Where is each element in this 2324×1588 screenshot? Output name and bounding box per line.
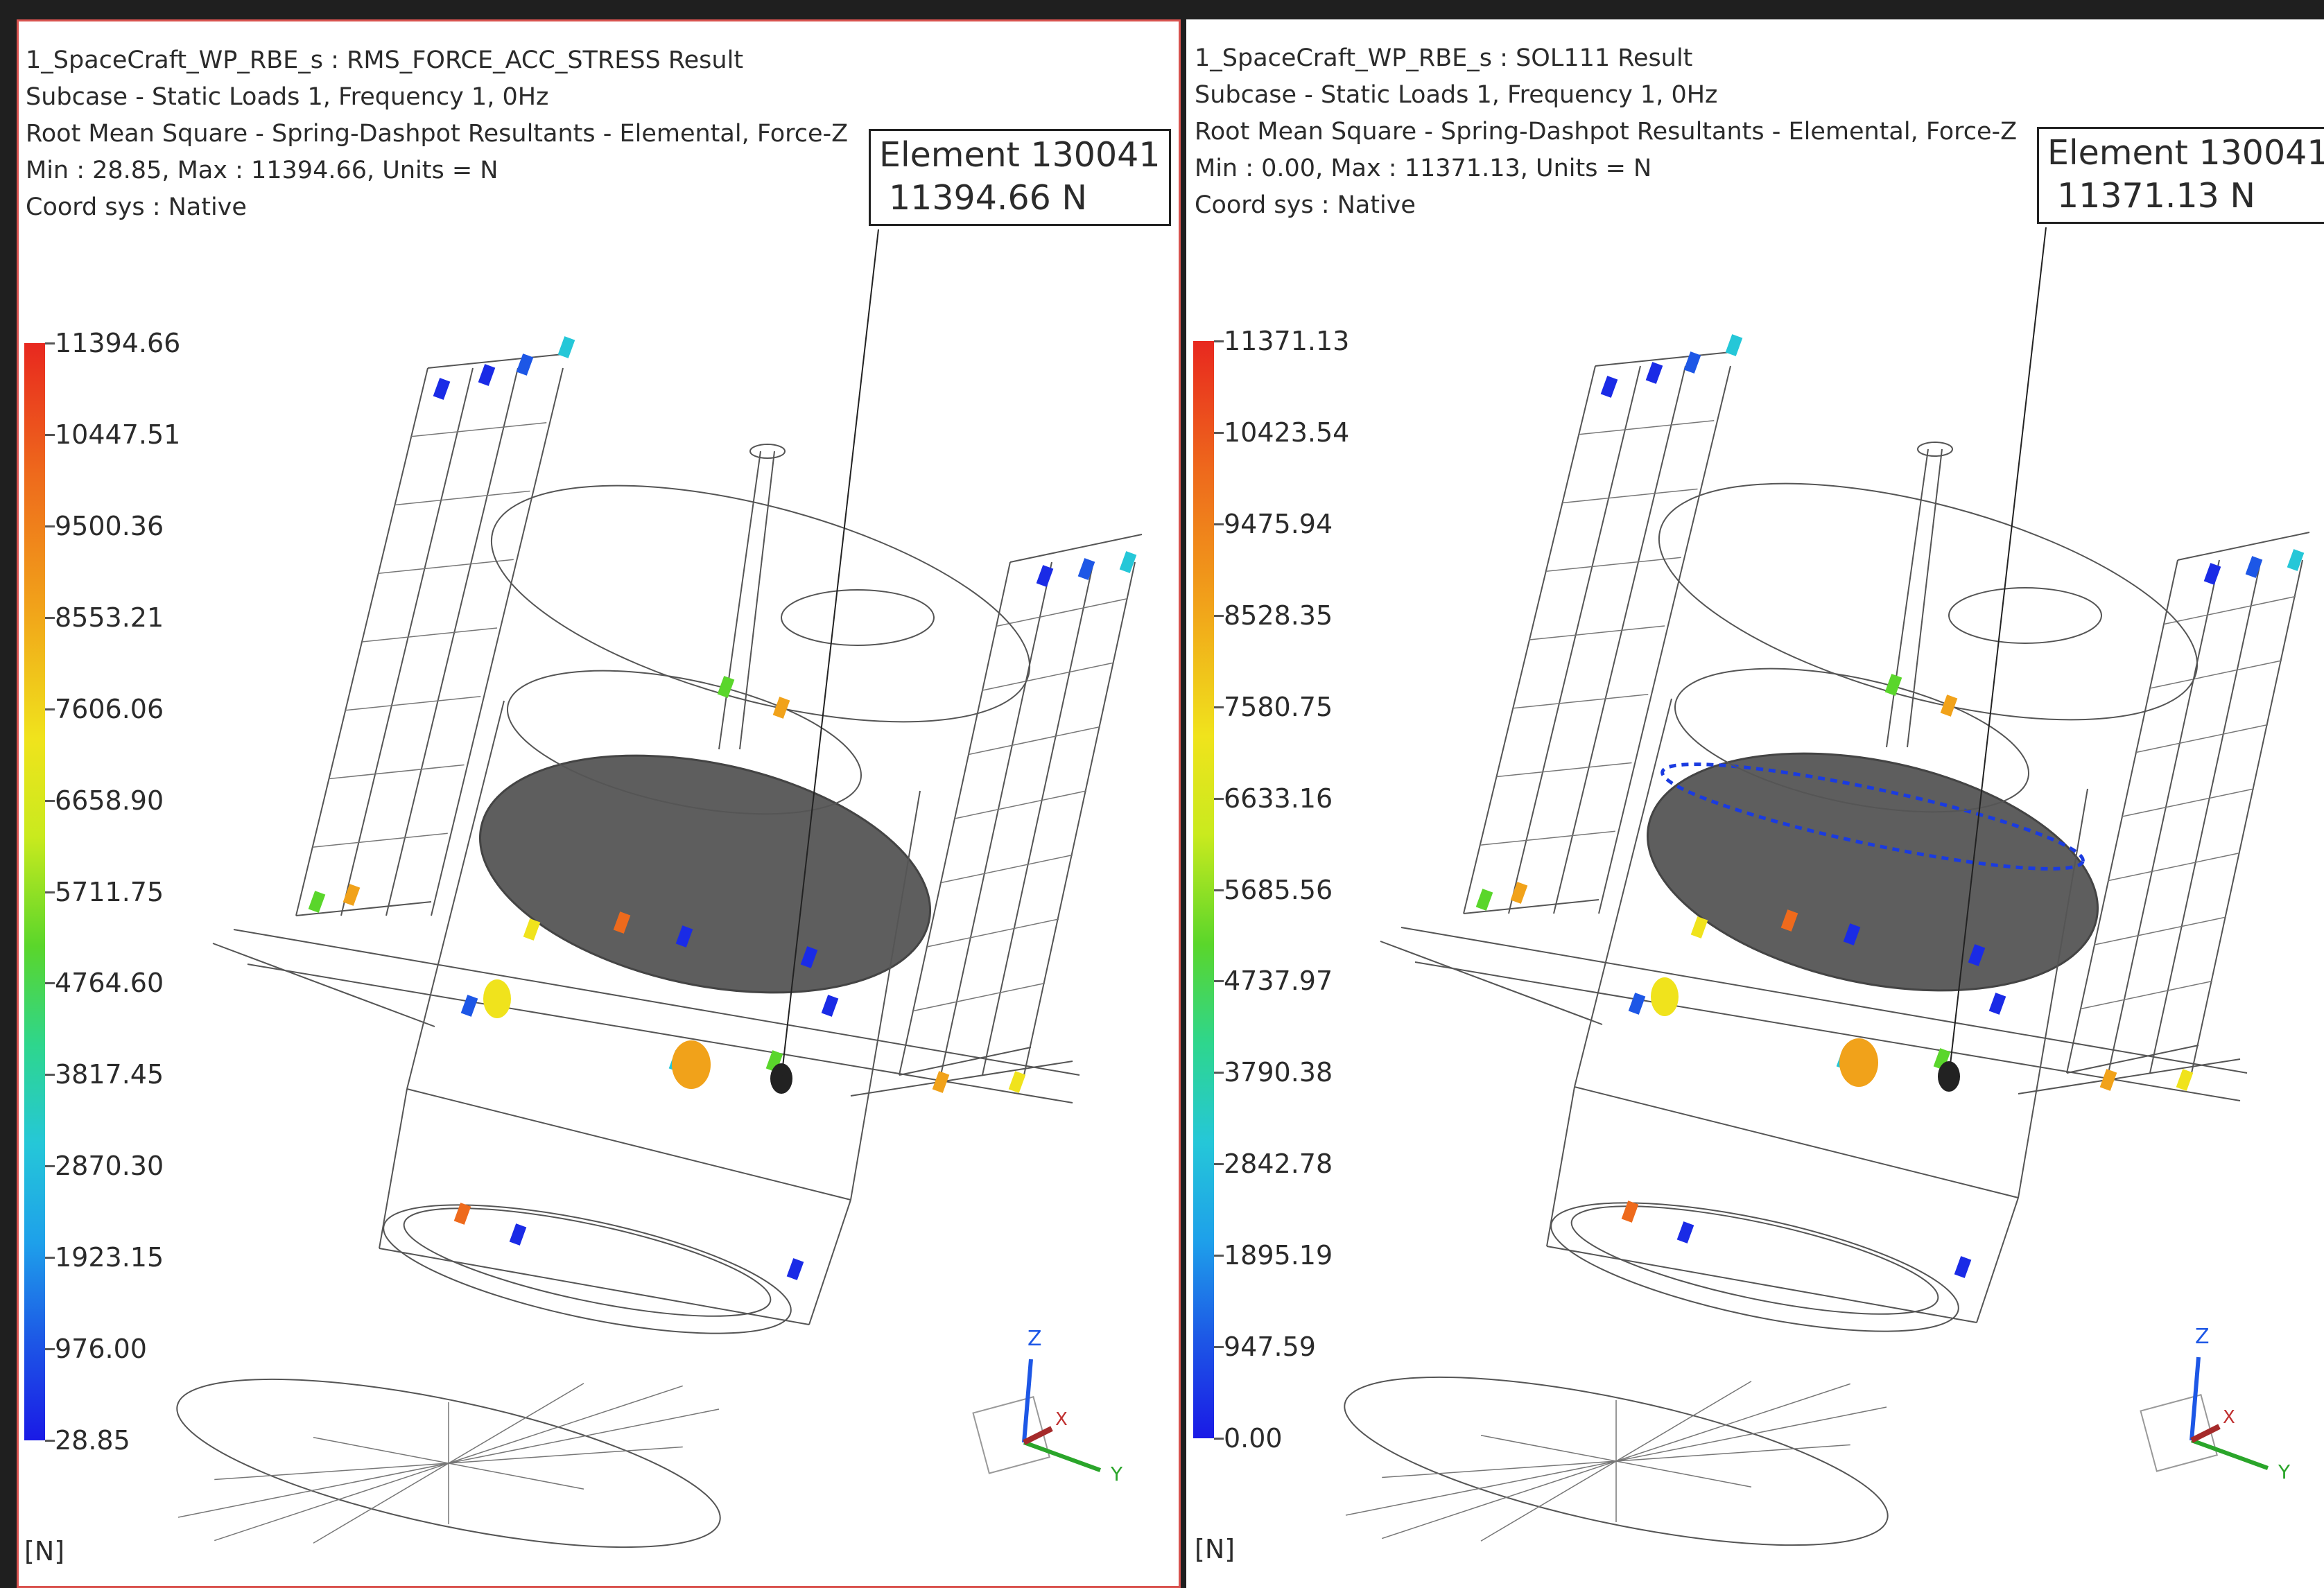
callout-element-id: Element 130041 [2047, 133, 2324, 173]
legend-value: 947.59 [1224, 1332, 1316, 1363]
legend-tick [1214, 1438, 1224, 1440]
triad-x-label: X [1055, 1409, 1068, 1430]
legend-tick [1214, 1346, 1224, 1349]
legend-value: 976.00 [55, 1334, 147, 1365]
legend-value: 9475.94 [1224, 508, 1333, 539]
legend-tick [1214, 1255, 1224, 1257]
legend-tick [1214, 614, 1224, 617]
legend-tick [45, 1440, 55, 1442]
legend-value: 6633.16 [1224, 783, 1333, 814]
legend-tick [1214, 1163, 1224, 1166]
spacecraft-model-left: Z X Y [176, 229, 1143, 1548]
legend-tick [45, 616, 55, 619]
result-title: 1_SpaceCraft_WP_RBE_s : RMS_FORCE_ACC_ST… [26, 46, 744, 74]
legend-value: 4764.60 [55, 968, 164, 999]
right-result-viewport[interactable]: 1_SpaceCraft_WP_RBE_s : SOL111 Result Su… [1186, 19, 2324, 1588]
legend-units: [N] [1195, 1534, 1235, 1564]
legend-value: 9500.36 [55, 510, 164, 541]
legend-value: 7580.75 [1224, 691, 1333, 722]
legend-tick [45, 1074, 55, 1076]
triad-y-label: Y [2278, 1460, 2291, 1483]
legend-value: 1923.15 [55, 1242, 164, 1273]
legend-color-bar [1193, 341, 1214, 1438]
legend-value: 5711.75 [55, 876, 164, 907]
spacecraft-model[interactable]: Z X Y [1186, 19, 2324, 1588]
triad-y-label: Y [1110, 1463, 1123, 1485]
left-result-viewport[interactable]: 1_SpaceCraft_WP_RBE_s : RMS_FORCE_ACC_ST… [17, 19, 1181, 1588]
legend-value: 28.85 [55, 1425, 130, 1456]
element-callout[interactable]: Element 130041 11371.13 N [2037, 127, 2324, 224]
quantity-label: Root Mean Square - Spring-Dashpot Result… [26, 120, 849, 148]
coord-sys-label: Coord sys : Native [1195, 191, 1416, 219]
legend-value: 2870.30 [55, 1151, 164, 1182]
color-legend: 11394.66 10447.51 9500.36 8553.21 7606.06 665… [24, 322, 232, 1556]
legend-value: 7606.06 [55, 693, 164, 724]
quantity-label: Root Mean Square - Spring-Dashpot Result… [1195, 118, 2018, 146]
legend-value: 2842.78 [1224, 1149, 1333, 1180]
legend-value: 10447.51 [55, 419, 181, 450]
subcase-label: Subcase - Static Loads 1, Frequency 1, 0… [1195, 81, 1718, 109]
legend-tick [45, 342, 55, 344]
result-title: 1_SpaceCraft_WP_RBE_s : SOL111 Result [1195, 44, 1693, 72]
result-header: 1_SpaceCraft_WP_RBE_s : RMS_FORCE_ACC_ST… [26, 42, 848, 226]
legend-tick [45, 1348, 55, 1351]
legend-tick [45, 708, 55, 710]
legend-tick [1214, 980, 1224, 983]
legend-tick [1214, 1072, 1224, 1074]
legend-value: 1895.19 [1224, 1240, 1333, 1271]
legend-tick [1214, 889, 1224, 891]
element-callout[interactable]: Element 130041 11394.66 N [869, 129, 1171, 226]
callout-value: 11394.66 N [889, 178, 1088, 218]
spacecraft-model-right: Z X Y [1344, 227, 2310, 1546]
legend-value: 3817.45 [55, 1059, 164, 1090]
legend-tick [45, 891, 55, 893]
legend-tick [45, 1165, 55, 1168]
legend-value: 11394.66 [55, 328, 181, 358]
legend-tick [1214, 797, 1224, 800]
coord-sys-label: Coord sys : Native [26, 193, 247, 221]
legend-tick [45, 433, 55, 436]
legend-value: 11371.13 [1224, 326, 1350, 356]
callout-element-id: Element 130041 [879, 135, 1161, 175]
callout-value: 11371.13 N [2057, 176, 2256, 216]
legend-color-bar [24, 343, 45, 1440]
triad-z-label: Z [2195, 1325, 2210, 1349]
legend-tick [1214, 706, 1224, 708]
legend-value: 6658.90 [55, 785, 164, 816]
legend-value: 8528.35 [1224, 600, 1333, 631]
legend-tick [1214, 431, 1224, 434]
legend-tick [45, 799, 55, 802]
spacecraft-model[interactable]: Z X Y [19, 21, 1181, 1588]
triad-z-label: Z [1027, 1327, 1042, 1351]
legend-value: 10423.54 [1224, 417, 1350, 448]
legend-tick [1214, 340, 1224, 342]
legend-value: 5685.56 [1224, 874, 1333, 905]
legend-value: 0.00 [1224, 1423, 1283, 1454]
legend-tick [45, 982, 55, 985]
legend-tick [1214, 523, 1224, 525]
legend-value: 4737.97 [1224, 966, 1333, 997]
legend-tick [45, 525, 55, 527]
subcase-label: Subcase - Static Loads 1, Frequency 1, 0… [26, 83, 549, 111]
range-label: Min : 28.85, Max : 11394.66, Units = N [26, 157, 498, 184]
legend-value: 8553.21 [55, 602, 164, 633]
legend-tick [45, 1257, 55, 1259]
legend-value: 3790.38 [1224, 1057, 1333, 1088]
legend-units: [N] [24, 1536, 65, 1567]
color-legend: 11371.13 10423.54 9475.94 8528.35 7580.75 663… [1193, 320, 1401, 1554]
result-header: 1_SpaceCraft_WP_RBE_s : SOL111 Result Su… [1195, 40, 2017, 224]
triad-x-label: X [2223, 1407, 2235, 1428]
range-label: Min : 0.00, Max : 11371.13, Units = N [1195, 155, 1652, 182]
